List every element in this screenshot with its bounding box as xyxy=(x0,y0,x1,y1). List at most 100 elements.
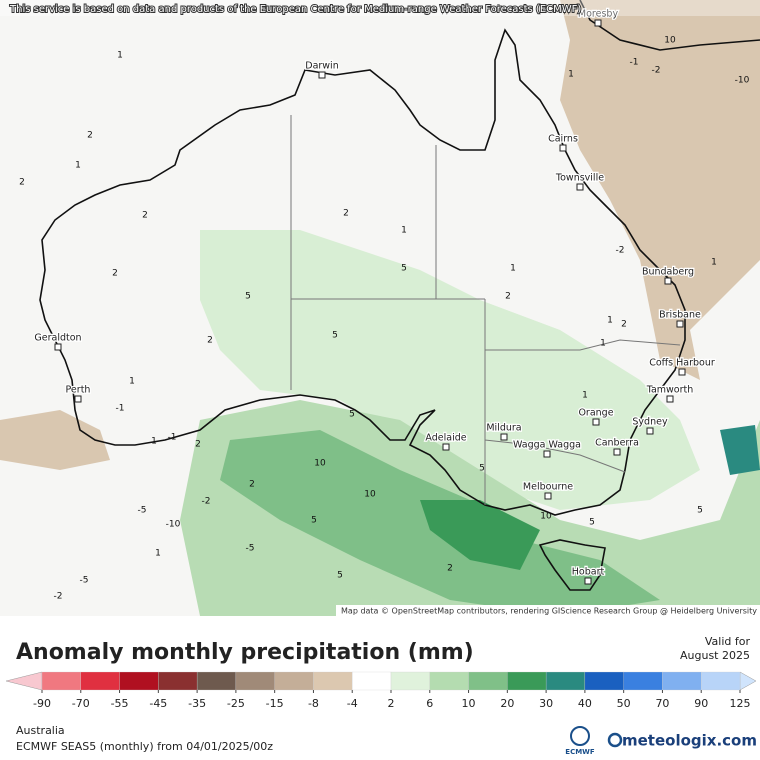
contour-label: 5 xyxy=(697,506,703,516)
city-marker xyxy=(500,433,508,441)
city-marker xyxy=(613,448,621,456)
city-label: Coffs Harbour xyxy=(649,358,715,369)
colorbar-cell xyxy=(584,671,624,691)
colorbar-cell xyxy=(468,671,508,691)
colorbar-cell xyxy=(352,671,392,691)
city-label: Geraldton xyxy=(34,333,81,344)
ecmwf-logo xyxy=(570,726,590,746)
city-marker xyxy=(74,395,82,403)
city-marker xyxy=(666,395,674,403)
city-layer: Moresby Darwin Cairns Townsville Bundaberg Br… xyxy=(33,7,716,585)
contour-label: 1 xyxy=(129,377,135,387)
city-label: Mildura xyxy=(486,423,521,434)
city-label: Moresby xyxy=(578,9,619,20)
city-marker xyxy=(559,144,567,152)
colorbar: -90 -70 -55 -45 -35 -25 -15 -8 -4 2 6 10 20 30 40 50 70 9… xyxy=(5,671,757,710)
contour-label: 1 xyxy=(151,437,157,447)
colorbar-tick-label: -55 xyxy=(111,697,129,710)
colorbar-tick-label: -45 xyxy=(149,697,167,710)
contour-label: 10 xyxy=(540,512,552,522)
colorbar-cell xyxy=(701,671,741,691)
contour-label: -2 xyxy=(54,592,63,602)
city-label: Cairns xyxy=(548,134,578,145)
new-guinea-coastline xyxy=(579,0,760,51)
colorbar-tick-label: 6 xyxy=(426,697,433,710)
contour-label: 1 xyxy=(401,226,407,236)
tasmania-coastline xyxy=(538,539,606,591)
wet-shading xyxy=(200,230,700,510)
contour-label: 5 xyxy=(479,464,485,474)
contour-label: 5 xyxy=(245,292,251,302)
contour-label: -2 xyxy=(616,246,625,256)
colorbar-tick-label: 125 xyxy=(730,697,751,710)
contour-label: 1 xyxy=(568,70,574,80)
contour-label: 1 xyxy=(510,264,516,274)
map-shading xyxy=(0,0,760,616)
city-label: Bundaberg xyxy=(642,267,694,278)
colorbar-tick-label: 2 xyxy=(388,697,395,710)
colorbar-tick-label: -15 xyxy=(266,697,284,710)
contour-label: 2 xyxy=(207,336,213,346)
wet-shading xyxy=(420,500,540,570)
city-label: Sydney xyxy=(632,417,668,428)
colorbar-under xyxy=(5,671,43,691)
contour-label: -5 xyxy=(80,576,89,586)
city-label: Adelaide xyxy=(425,433,466,444)
city-marker xyxy=(664,277,672,285)
colorbar-cell xyxy=(196,671,237,691)
colorbar-tick-label: 50 xyxy=(617,697,631,710)
contour-label: 1 xyxy=(117,51,123,61)
contour-label: 1 xyxy=(600,339,606,349)
contour-label: 1 xyxy=(155,549,161,559)
colorbar-cell xyxy=(662,671,702,691)
colorbar-tick-label: -8 xyxy=(308,697,319,710)
colorbar-cell xyxy=(623,671,663,691)
colorbar-tick-label: 10 xyxy=(462,697,476,710)
map-attribution-bg xyxy=(336,605,760,616)
footer-region: Australia xyxy=(16,724,65,737)
contour-label: -1 xyxy=(116,404,125,414)
colorbar-tick-label: 20 xyxy=(500,697,514,710)
map-attribution: Map data © OpenStreetMap contributors, r… xyxy=(341,607,757,616)
city-label: Melbourne xyxy=(523,482,573,493)
city-label: Townsville xyxy=(555,173,604,184)
contour-label: 1 xyxy=(496,4,502,14)
city-label: Hobart xyxy=(572,567,605,578)
contour-label: -10 xyxy=(166,520,181,530)
colorbar-tick-label: -4 xyxy=(347,697,358,710)
colorbar-tick-label: -35 xyxy=(188,697,206,710)
city-label: Darwin xyxy=(305,61,338,72)
city-label: Brisbane xyxy=(659,310,701,321)
contour-label: -1 xyxy=(630,58,639,68)
contour-label: 1 xyxy=(607,316,613,326)
contour-label: 2 xyxy=(87,131,93,141)
contour-label: 5 xyxy=(349,410,355,420)
wet-shading xyxy=(720,425,760,475)
contour-label: 10 xyxy=(314,459,326,469)
city-label: Wagga Wagga xyxy=(513,440,581,451)
colorbar-cell xyxy=(507,671,547,691)
contour-label: 2 xyxy=(142,211,148,221)
footer-model: ECMWF SEAS5 (monthly) from 04/01/2025/00… xyxy=(16,740,273,753)
colorbar-cell xyxy=(274,671,314,691)
contour-label: -1 xyxy=(168,433,177,443)
contour-label: 5 xyxy=(337,571,343,581)
city-label: Tamworth xyxy=(646,385,694,396)
top-attribution: This service is based on data and produc… xyxy=(9,4,581,15)
valid-label: Valid for xyxy=(705,635,751,648)
city-marker xyxy=(442,443,450,451)
city-marker xyxy=(318,71,326,79)
contour-label: 2 xyxy=(447,564,453,574)
city-marker xyxy=(676,320,684,328)
contour-label: 1 xyxy=(582,391,588,401)
city-marker xyxy=(594,19,602,27)
contour-label: 2 xyxy=(505,292,511,302)
city-marker xyxy=(592,418,600,426)
colorbar-cell xyxy=(545,671,586,691)
colorbar-over xyxy=(739,671,757,691)
colorbar-tick-label: -90 xyxy=(33,697,51,710)
contour-label: 5 xyxy=(589,518,595,528)
colorbar-tick-label: 90 xyxy=(694,697,708,710)
